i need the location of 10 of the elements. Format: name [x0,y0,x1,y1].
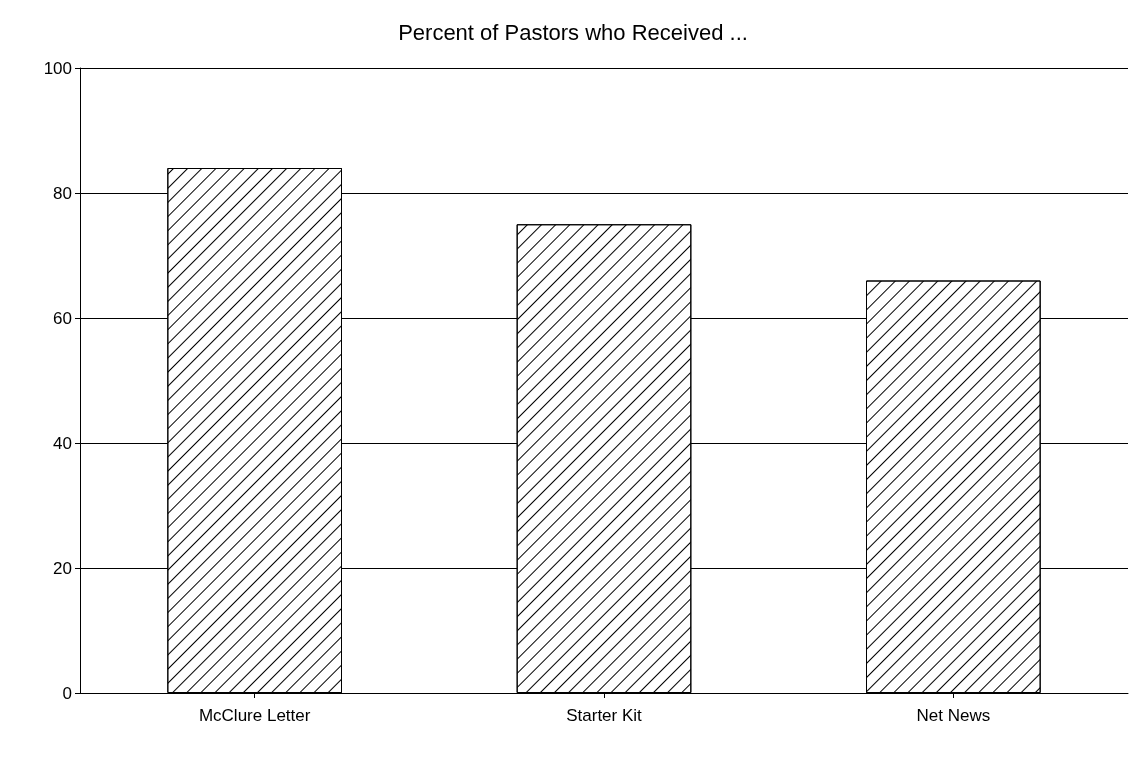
y-tick-label: 20 [53,558,72,578]
y-tick-label: 40 [53,433,72,453]
x-tick-label: McClure Letter [198,706,311,725]
y-tick-label: 0 [62,683,72,703]
y-tick-label: 100 [43,58,72,78]
x-tick-label: Net News [916,706,991,725]
x-tick-label: Starter Kit [566,706,643,725]
y-tick-label: 60 [53,308,72,328]
y-tick-label: 80 [53,183,72,203]
chart-title: Percent of Pastors who Received ... [398,19,748,45]
